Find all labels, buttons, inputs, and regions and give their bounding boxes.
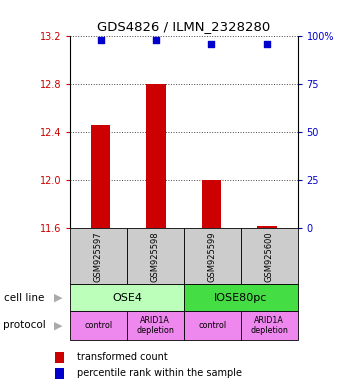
Bar	[184, 228, 241, 284]
Text: control: control	[198, 321, 226, 330]
Bar	[241, 228, 298, 284]
Text: transformed count: transformed count	[77, 352, 168, 362]
Bar	[70, 228, 127, 284]
Title: GDS4826 / ILMN_2328280: GDS4826 / ILMN_2328280	[97, 20, 270, 33]
Bar	[184, 284, 298, 311]
Point	[209, 41, 214, 47]
Bar	[70, 284, 184, 311]
Bar	[127, 311, 184, 340]
Text: GSM925597: GSM925597	[94, 231, 103, 281]
Text: protocol: protocol	[4, 320, 46, 331]
Text: cell line: cell line	[4, 293, 44, 303]
Text: control: control	[84, 321, 112, 330]
Text: ▶: ▶	[54, 320, 62, 331]
Bar	[257, 226, 277, 228]
Text: GSM925599: GSM925599	[208, 231, 217, 281]
Text: ▶: ▶	[54, 293, 62, 303]
Bar	[70, 311, 127, 340]
Bar	[55, 368, 64, 379]
Bar	[91, 125, 110, 228]
Point	[98, 37, 103, 43]
Text: IOSE80pc: IOSE80pc	[214, 293, 267, 303]
Bar	[184, 311, 241, 340]
Text: percentile rank within the sample: percentile rank within the sample	[77, 368, 242, 378]
Text: GSM925598: GSM925598	[151, 231, 160, 281]
Bar	[241, 311, 298, 340]
Bar	[127, 228, 184, 284]
Text: ARID1A
depletion: ARID1A depletion	[136, 316, 174, 335]
Bar	[202, 180, 221, 228]
Text: GSM925600: GSM925600	[265, 231, 274, 281]
Text: ARID1A
depletion: ARID1A depletion	[250, 316, 288, 335]
Text: OSE4: OSE4	[112, 293, 142, 303]
Point	[153, 37, 159, 43]
Bar	[146, 84, 166, 228]
Point	[264, 41, 270, 47]
Bar	[55, 353, 64, 363]
